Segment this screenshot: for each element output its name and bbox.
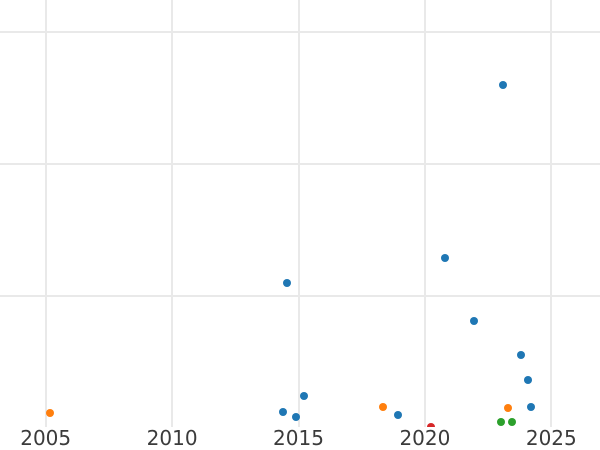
plot-area: [0, 0, 600, 427]
x-tick-label: 2020: [399, 426, 451, 450]
gridline-vertical: [44, 0, 47, 427]
x-tick-label: 2005: [20, 426, 72, 450]
scatter-point-blue: [300, 392, 309, 400]
gridline-vertical: [423, 0, 426, 427]
scatter-point-blue: [524, 376, 532, 385]
scatter-point-green: [496, 418, 505, 427]
scatter-point-blue: [283, 278, 292, 287]
scatter-point-blue: [279, 407, 288, 416]
scatter-point-orange: [45, 409, 54, 418]
gridline-vertical: [550, 0, 553, 427]
scatter-point-blue: [527, 402, 536, 411]
scatter-point-green: [508, 418, 517, 427]
scatter-point-blue: [441, 253, 450, 262]
scatter-point-blue: [292, 413, 300, 422]
scatter-point-blue: [394, 410, 403, 419]
gridline-horizontal: [0, 162, 600, 165]
scatter-point-blue: [499, 80, 508, 89]
gridline-vertical: [297, 0, 300, 427]
gridline-horizontal: [0, 294, 600, 297]
scatter-point-blue: [470, 316, 479, 325]
x-tick-label: 2025: [525, 426, 577, 450]
scatter-point-blue: [517, 351, 525, 360]
scatter-point-orange: [379, 402, 388, 411]
scatter-point-orange: [504, 403, 513, 412]
gridline-horizontal: [0, 31, 600, 33]
gridline-vertical: [171, 0, 174, 427]
x-tick-label: 2015: [273, 426, 324, 450]
x-tick-label: 2010: [146, 426, 198, 450]
scatter-point-red: [427, 423, 436, 427]
